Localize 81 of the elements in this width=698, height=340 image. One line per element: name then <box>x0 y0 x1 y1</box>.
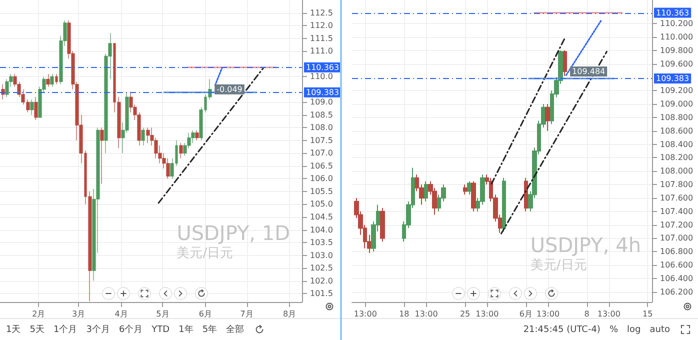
y-tick-label: 109.600 <box>660 59 694 68</box>
y-tick-label: 112.5 <box>310 8 333 18</box>
text: 美元/日元 <box>176 245 234 261</box>
x-tick-label: 8 <box>584 310 590 318</box>
y-tick-label: 111.5 <box>310 34 333 43</box>
y-tick-label: 107.5 <box>310 136 333 145</box>
y-tick-label: 106.400 <box>660 274 694 284</box>
ref-line-label: 109.383 <box>656 74 690 84</box>
x-tick-label: 7月 <box>240 310 254 318</box>
text: 全部 <box>226 324 244 336</box>
x-tick-label: 25 <box>460 310 470 318</box>
x-tick-label: 6月 <box>519 310 532 318</box>
annotation: 109.484 <box>572 67 606 76</box>
y-tick-label: 108.000 <box>660 166 694 176</box>
text: 6个月 <box>118 324 143 336</box>
y-tick-label: 102.0 <box>310 276 333 286</box>
y-tick-label: 104.5 <box>310 212 333 222</box>
y-tick-label: 108.200 <box>660 153 694 162</box>
text: USDJPY, 1D <box>176 221 290 245</box>
y-tick-label: 108.600 <box>660 126 694 136</box>
y-tick-label: 111.0 <box>310 46 333 56</box>
y-tick-label: 102.5 <box>310 264 333 273</box>
text: log <box>627 324 641 334</box>
y-tick-label: 110.000 <box>660 32 694 42</box>
text: 5年 <box>202 324 218 336</box>
x-tick-label: 13:00 <box>476 310 499 318</box>
y-tick-label: 109.000 <box>660 100 694 109</box>
x-tick-label: 3月 <box>72 310 86 318</box>
x-tick-label: 13:00 <box>597 310 620 318</box>
text: USDJPY, 4h <box>530 233 642 257</box>
text: 1天 <box>6 324 21 336</box>
y-tick-label: 101.5 <box>310 289 333 298</box>
y-tick-label: 106.5 <box>310 161 333 170</box>
x-tick-label: 6月 <box>198 310 212 318</box>
y-tick-label: 108.0 <box>310 123 333 132</box>
y-tick-label: 108.800 <box>660 112 694 122</box>
text: 美元/日元 <box>530 257 587 273</box>
y-tick-label: 107.600 <box>660 193 694 202</box>
ref-line-label: 109.383 <box>306 88 340 97</box>
x-tick-label: 13:00 <box>354 310 377 318</box>
y-tick-label: 107.400 <box>660 206 694 216</box>
text: 3个月 <box>86 324 110 336</box>
y-tick-label: 109.800 <box>660 46 694 55</box>
y-tick-label: 109.200 <box>660 86 694 96</box>
y-tick-label: 104.0 <box>310 225 333 234</box>
y-tick-label: 110.200 <box>660 18 694 28</box>
x-tick-label: 5月 <box>156 310 170 318</box>
annotation: -0.049 <box>216 84 242 94</box>
y-tick-label: 107.800 <box>660 180 694 190</box>
y-tick-label: 103.5 <box>310 238 333 248</box>
ref-line-label: 110.363 <box>656 8 690 18</box>
text: 5天 <box>30 324 44 336</box>
y-tick-label: 106.800 <box>660 247 694 256</box>
y-tick-label: 107.0 <box>310 148 333 158</box>
y-tick-label: 105.5 <box>310 186 333 196</box>
x-tick-label: 13:00 <box>414 310 438 318</box>
y-tick-label: 109.0 <box>310 98 333 107</box>
y-tick-label: 106.0 <box>310 174 333 184</box>
text: 21:45:45 (UTC-4) <box>523 324 600 334</box>
text: 1个月 <box>53 324 78 336</box>
y-tick-label: 105.0 <box>310 200 333 209</box>
y-tick-label: 108.5 <box>310 110 333 120</box>
y-tick-label: 107.200 <box>660 220 694 230</box>
ref-line-label: 110.363 <box>306 62 340 72</box>
y-tick-label: 112.0 <box>310 21 333 30</box>
x-tick-label: 18 <box>399 310 410 318</box>
y-tick-label: 106.600 <box>660 260 694 270</box>
text: % <box>609 324 618 334</box>
x-tick-label: 4月 <box>114 310 128 318</box>
x-tick-label: 8月 <box>283 310 296 318</box>
x-tick-label: 2月 <box>32 310 46 318</box>
text: 1年 <box>178 324 194 336</box>
text: YTD <box>152 324 170 334</box>
y-tick-label: 103.0 <box>310 250 333 260</box>
y-tick-label: 107.000 <box>660 234 694 243</box>
text: auto <box>650 324 670 334</box>
x-tick-label: 13:00 <box>536 310 560 318</box>
y-tick-label: 106.200 <box>660 287 694 296</box>
x-tick-label: 15 <box>642 310 653 318</box>
y-tick-label: 108.400 <box>660 140 694 149</box>
y-tick-label: 110.0 <box>310 72 333 82</box>
